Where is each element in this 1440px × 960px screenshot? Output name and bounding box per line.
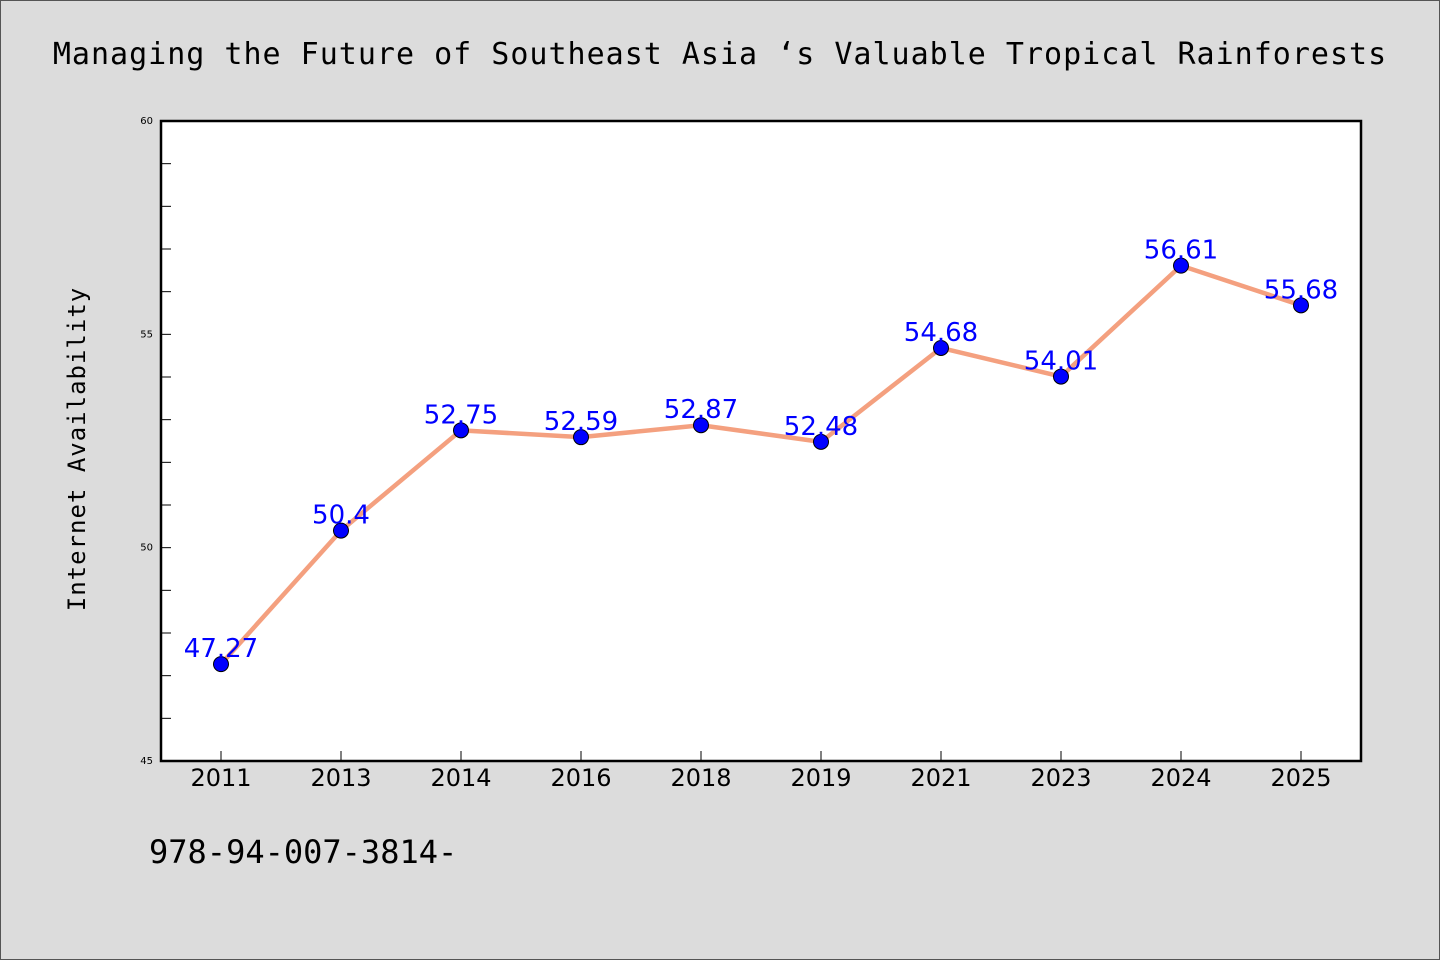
series-line xyxy=(218,263,1304,667)
x-tick-label: 2011 xyxy=(190,764,251,792)
data-label: 47.27 xyxy=(184,634,258,664)
data-point xyxy=(1293,297,1309,314)
data-label: 52.87 xyxy=(664,395,738,425)
x-tick-label: 2023 xyxy=(1030,764,1091,792)
data-point xyxy=(813,433,829,450)
x-tick-label: 2018 xyxy=(670,764,731,792)
x-tick-label: 2013 xyxy=(310,764,371,792)
data-label: 55.68 xyxy=(1264,275,1338,305)
chart-title: Managing the Future of Southeast Asia ‘s… xyxy=(52,37,1388,72)
y-axis-label: Internet Availability xyxy=(63,287,91,611)
y-tick-label: 45 xyxy=(140,756,153,767)
y-axis: 45 50 55 60 xyxy=(140,116,171,767)
data-point xyxy=(213,656,229,673)
data-label: 54.68 xyxy=(904,318,978,348)
data-label: 52.48 xyxy=(784,412,858,442)
x-axis: 2011 2013 2014 2016 2018 2019 2021 2023 2024 2025 xyxy=(190,751,1332,792)
x-tick-label: 2019 xyxy=(790,764,851,792)
data-point xyxy=(1053,368,1069,385)
y-tick-label: 50 xyxy=(140,543,153,554)
data-label: 52.75 xyxy=(424,400,498,430)
x-tick-label: 2021 xyxy=(910,764,971,792)
x-tick-label: 2025 xyxy=(1270,764,1331,792)
x-tick-label: 2024 xyxy=(1150,764,1211,792)
data-point xyxy=(573,429,589,446)
y-tick-label: 60 xyxy=(140,116,153,127)
data-point xyxy=(693,417,709,434)
data-label: 54.01 xyxy=(1024,347,1098,377)
data-label: 50.4 xyxy=(312,501,370,531)
y-tick-label: 55 xyxy=(140,329,153,340)
data-point xyxy=(453,422,469,439)
data-label: 56.61 xyxy=(1144,236,1218,266)
data-label: 52.59 xyxy=(544,407,618,437)
plot-area xyxy=(159,119,1363,763)
x-tick-label: 2016 xyxy=(550,764,611,792)
data-point xyxy=(1173,257,1189,274)
data-point xyxy=(333,522,349,539)
series-group: 47.27 50.4 52.75 52.59 52.87 52.48 54.68 54.01 5… xyxy=(184,236,1338,673)
x-tick-label: 2014 xyxy=(430,764,491,792)
data-point xyxy=(933,339,949,356)
footer-code: 978-94-007-3814- xyxy=(149,833,458,871)
